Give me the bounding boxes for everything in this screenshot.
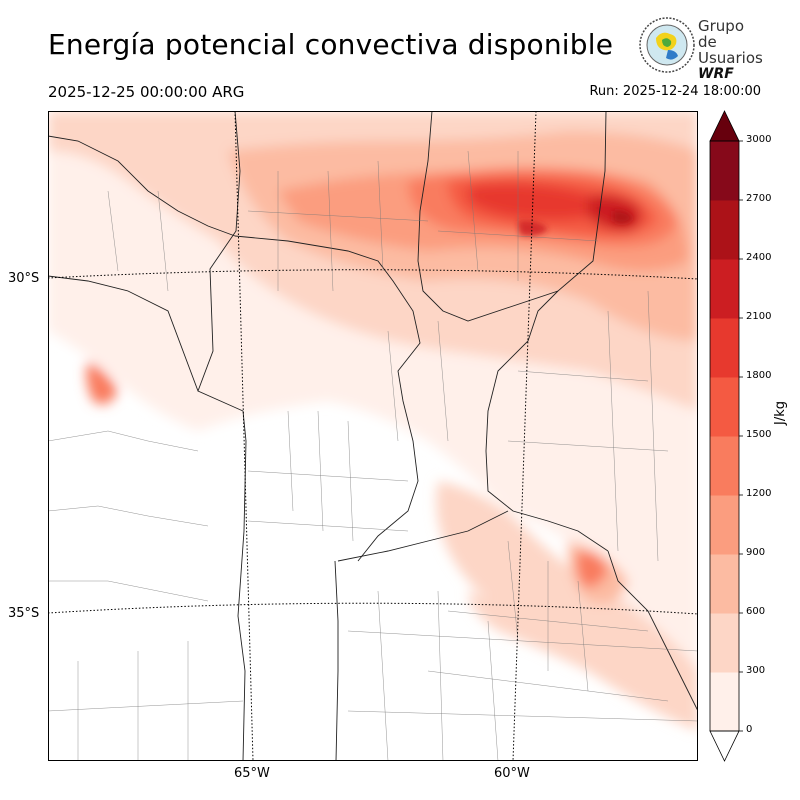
colorbar-tick-label: 1500 <box>746 429 772 440</box>
lat-label-30s: 30°S <box>8 271 40 286</box>
lon-label-65w: 65°W <box>234 766 270 781</box>
colorbar-under-triangle <box>709 730 740 762</box>
department-borders <box>48 150 698 761</box>
lat-label-35s: 35°S <box>8 606 40 621</box>
colorbar-tick-label: 1800 <box>746 370 772 381</box>
lon-label-60w: 60°W <box>494 766 530 781</box>
colorbar-segment <box>710 200 739 260</box>
colorbar-segment <box>710 141 739 201</box>
graticule <box>48 111 698 761</box>
logo-line-1: Grupo de <box>698 17 744 51</box>
colorbar-tick-label: 1200 <box>746 488 772 499</box>
valid-time: 2025-12-25 00:00:00 ARG <box>48 83 245 101</box>
colorbar-over-triangle <box>709 110 740 142</box>
colorbar-segment <box>710 495 739 555</box>
colorbar-segment <box>710 259 739 319</box>
cape-map <box>48 111 698 761</box>
colorbar-tick-label: 300 <box>746 665 766 676</box>
colorbar-segment <box>710 672 739 732</box>
colorbar-tick-label: 0 <box>746 724 753 735</box>
colorbar-segment <box>710 436 739 496</box>
globe-logo-icon <box>639 17 695 73</box>
cape-field <box>48 111 698 731</box>
colorbar-segment <box>710 377 739 437</box>
colorbar-tick-label: 2700 <box>746 193 772 204</box>
logo-line-3: WRF <box>698 66 734 82</box>
colorbar-tick-label: 2400 <box>746 252 772 263</box>
province-borders <box>48 111 698 761</box>
colorbar-tick-label: 3000 <box>746 134 772 145</box>
logo: Grupo de Usuarios WRF <box>638 16 763 82</box>
colorbar-tick-label: 2100 <box>746 311 772 322</box>
colorbar-segment <box>710 318 739 378</box>
colorbar-segment <box>710 554 739 614</box>
colorbar-unit: J/kg <box>773 401 788 425</box>
colorbar-tick-label: 900 <box>746 547 766 558</box>
colorbar <box>709 110 743 762</box>
colorbar-segment <box>710 613 739 673</box>
colorbar-tick-label: 600 <box>746 606 766 617</box>
run-time: Run: 2025-12-24 18:00:00 <box>589 84 761 99</box>
page-title: Energía potencial convectiva disponible <box>48 28 614 61</box>
logo-line-2: Usuarios <box>698 49 763 67</box>
